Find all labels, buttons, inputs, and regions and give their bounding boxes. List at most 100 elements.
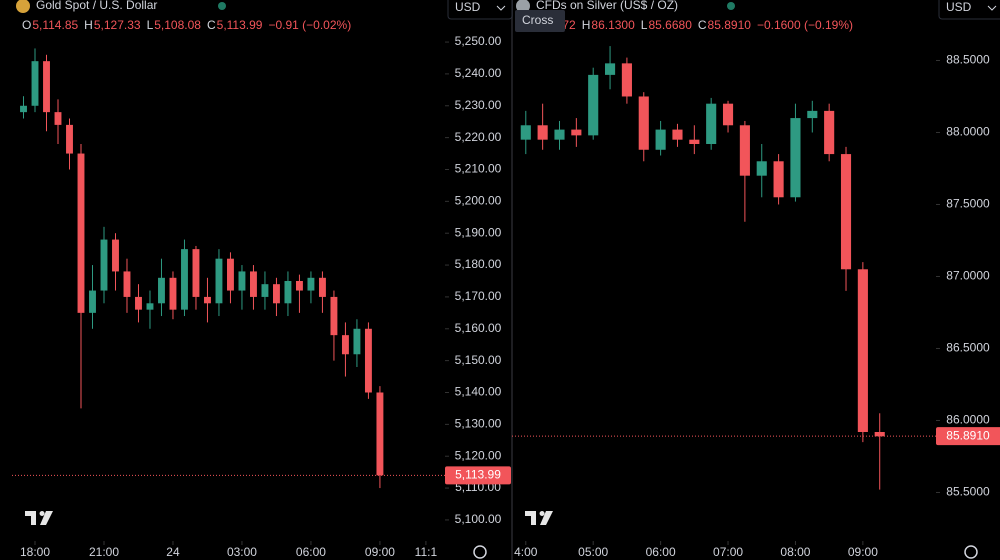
- tradingview-logo: [25, 511, 53, 525]
- x-tick-label: 07:00: [713, 545, 743, 559]
- candle-body: [840, 154, 852, 270]
- candle-body: [318, 277, 326, 297]
- candle-body: [192, 249, 200, 297]
- candle-body: [250, 271, 257, 297]
- candle-body: [181, 249, 188, 310]
- ohlc-label: C: [698, 18, 707, 32]
- currency-label[interactable]: USD: [946, 0, 972, 14]
- x-tick-label: 06:00: [646, 545, 676, 559]
- candle-body: [706, 103, 717, 144]
- candle-body: [364, 328, 372, 393]
- y-tick-label: 5,200.00: [455, 194, 502, 208]
- x-tick-label: 03:00: [227, 545, 257, 559]
- ohlc-label: L: [147, 18, 154, 32]
- tradingview-logo: [525, 511, 553, 525]
- y-tick-label: 5,180.00: [455, 257, 502, 271]
- y-tick-label: 5,220.00: [455, 130, 502, 144]
- candle-body: [554, 129, 565, 140]
- settings-icon[interactable]: [964, 545, 978, 559]
- y-tick-label: 87.5000: [946, 197, 990, 211]
- candle-body: [824, 110, 835, 155]
- candle-body: [588, 74, 599, 136]
- x-tick-label: 06:00: [296, 545, 326, 559]
- currency-button[interactable]: [938, 0, 1000, 20]
- settings-icon[interactable]: [473, 545, 487, 559]
- symbol-icon: [16, 0, 30, 13]
- candle-body: [605, 63, 616, 75]
- candle-body: [77, 153, 85, 313]
- last-price-label: 85.8910: [946, 428, 990, 442]
- candle-body: [722, 103, 734, 126]
- candle-body: [739, 125, 750, 176]
- candle-body: [66, 124, 73, 154]
- dropdown-arrow[interactable]: [496, 5, 506, 11]
- candle-body: [376, 392, 384, 476]
- ohlc-value: 5,114.85: [32, 18, 78, 32]
- ohlc-value: 85.8910: [708, 18, 752, 32]
- candle-body: [756, 161, 767, 176]
- candle-body: [158, 277, 165, 304]
- y-tick-label: 85.5000: [946, 485, 990, 499]
- y-tick-label: 5,150.00: [455, 353, 502, 367]
- tooltip-box: [515, 10, 565, 32]
- change: −0.91 (−0.02%): [268, 18, 351, 32]
- y-tick-label: 5,160.00: [455, 321, 502, 335]
- x-tick-label: 11:1: [415, 545, 438, 559]
- x-tick-label: 18:00: [20, 545, 50, 559]
- candle-body: [295, 280, 303, 291]
- currency-button[interactable]: [447, 0, 513, 20]
- y-tick-label: 5,170.00: [455, 289, 502, 303]
- candle-body: [330, 296, 338, 336]
- ohlc-label: C: [207, 18, 216, 32]
- y-tick-label: 5,130.00: [455, 417, 502, 431]
- y-tick-label: 88.0000: [946, 125, 990, 139]
- x-tick-label: 24: [166, 545, 180, 559]
- candle-body: [571, 129, 582, 136]
- candle-body: [238, 271, 246, 291]
- x-tick-label: 4:00: [514, 545, 538, 559]
- x-tick-label: 21:00: [89, 545, 119, 559]
- y-tick-label: 5,210.00: [455, 162, 502, 176]
- x-tick-label: 05:00: [578, 545, 608, 559]
- status-dot: [218, 2, 226, 10]
- candle-body: [135, 296, 142, 310]
- change: −0.1600 (−0.19%): [757, 18, 853, 32]
- y-tick-label: 5,230.00: [455, 98, 502, 112]
- ohlc-value: 5,113.99: [217, 18, 263, 32]
- candle-body: [790, 118, 801, 198]
- candle-body: [89, 290, 96, 313]
- candle-body: [100, 239, 108, 291]
- ohlc-label: H: [84, 18, 93, 32]
- currency-label[interactable]: USD: [455, 0, 481, 14]
- y-tick-label: 5,250.00: [455, 34, 502, 48]
- candle-body: [307, 277, 315, 291]
- candle-body: [874, 432, 885, 437]
- candle-body: [621, 63, 632, 97]
- candle-body: [261, 284, 269, 297]
- candle-body: [123, 271, 131, 297]
- candle-body: [353, 328, 361, 355]
- ohlc-label: H: [582, 18, 591, 32]
- candle-body: [215, 258, 223, 304]
- candle-body: [672, 129, 683, 140]
- candle-body: [857, 269, 868, 432]
- candle-body: [638, 96, 649, 150]
- x-tick-label: 08:00: [780, 545, 810, 559]
- symbol-title: Gold Spot / U.S. Dollar: [36, 0, 157, 12]
- symbol-title: CFDs on Silver (US$ / OZ): [536, 0, 678, 12]
- y-tick-label: 5,100.00: [455, 512, 502, 526]
- candle-body: [773, 161, 784, 198]
- candle-body: [284, 280, 292, 304]
- ohlc-value: 86.1300: [591, 18, 635, 32]
- candle-body: [20, 105, 27, 113]
- candle-body: [43, 61, 50, 113]
- candle-body: [31, 61, 39, 106]
- candle-body: [537, 125, 548, 140]
- ohlc-label: L: [641, 18, 648, 32]
- y-tick-label: 86.0000: [946, 413, 990, 427]
- ohlc-value: 5,108.08: [154, 18, 201, 32]
- dropdown-arrow[interactable]: [987, 5, 997, 11]
- last-price-tag: [936, 427, 1000, 446]
- y-tick-label: 87.0000: [946, 269, 990, 283]
